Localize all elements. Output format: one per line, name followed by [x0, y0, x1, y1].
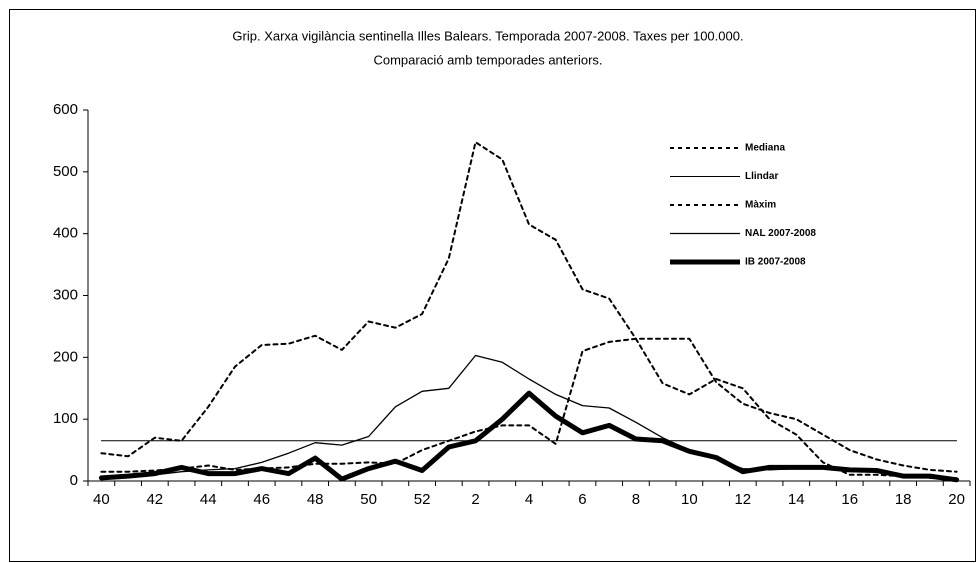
legend-label: NAL 2007-2008	[745, 228, 816, 239]
chart-title: Grip. Xarxa vigilància sentinella Illes …	[232, 28, 743, 43]
x-tick-label: 52	[414, 491, 431, 508]
y-tick-label: 400	[53, 225, 78, 242]
series-line	[100, 337, 958, 473]
x-tick-label: 46	[253, 491, 270, 508]
x-tick-label: 42	[146, 491, 163, 508]
x-tick-label: 4	[525, 491, 533, 508]
x-tick-label: 44	[200, 491, 217, 508]
y-tick-label: 600	[53, 101, 78, 118]
legend-label: Llindar	[745, 171, 778, 182]
y-tick-label: 0	[70, 472, 78, 489]
x-tick-label: 2	[471, 491, 479, 508]
legend-label: Mediana	[745, 143, 785, 154]
x-tick-label: 8	[632, 491, 640, 508]
x-tick-label: 16	[841, 491, 858, 508]
series-line	[98, 390, 960, 483]
x-tick-label: 12	[734, 491, 751, 508]
x-tick-label: 40	[93, 491, 110, 508]
series-line	[100, 141, 958, 481]
x-tick-label: 14	[788, 491, 805, 508]
x-tick-label: 10	[681, 491, 698, 508]
x-tick-label: 6	[578, 491, 586, 508]
chart-frame	[9, 9, 976, 562]
legend-label: IB 2007-2008	[745, 257, 806, 268]
y-tick-label: 300	[53, 286, 78, 303]
x-tick-label: 50	[360, 491, 377, 508]
x-tick-label: 20	[948, 491, 965, 508]
y-tick-label: 100	[53, 410, 78, 427]
y-tick-label: 200	[53, 348, 78, 365]
x-tick-label: 18	[895, 491, 912, 508]
legend-label: Màxim	[745, 200, 776, 211]
chart-subtitle: Comparació amb temporades anteriors.	[373, 52, 602, 67]
x-tick-label: 48	[307, 491, 324, 508]
y-tick-label: 500	[53, 163, 78, 180]
